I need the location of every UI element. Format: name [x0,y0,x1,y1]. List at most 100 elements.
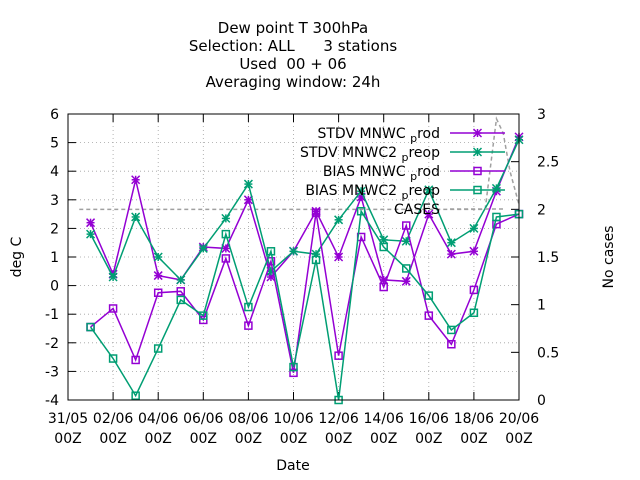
data-point [402,264,411,273]
data-point [446,238,456,248]
data-point [131,212,141,222]
title-line-2: Selection: ALL 3 stations [189,37,397,55]
series-3 [86,208,524,378]
data-point [221,213,231,223]
data-point [153,344,163,353]
data-point [379,242,388,252]
x-tick-label-hour: 00Z [505,431,532,447]
x-tick-label-hour: 00Z [144,431,171,447]
data-point [289,368,298,378]
data-point [469,246,479,256]
data-point [244,321,253,330]
legend-label: BIAS MNWC2 preop [305,183,440,202]
x-tick-label-hour: 00Z [415,431,442,447]
x-tick-label-hour: 00Z [370,431,397,447]
data-point [176,275,186,285]
data-point [176,287,185,296]
y-tick-label: 5 [50,136,59,152]
y-tick-label: -2 [45,336,59,352]
data-point [379,235,389,245]
data-point [243,179,253,189]
data-point [491,183,501,193]
y2-tick-label: 2 [537,202,546,218]
legend-label: STDV MNWC prod [317,126,440,145]
x-axis-label: Date [276,458,309,474]
legend-marker [473,166,482,176]
data-point [86,218,96,228]
y2-tick-label: 1.5 [537,250,559,266]
x-tick-label-date: 20/06 [499,411,539,427]
data-point [334,351,343,360]
y2-tick-label: 0 [537,393,546,409]
data-point [153,252,163,262]
data-point [176,295,185,305]
title-line-3: Used 00 + 06 [239,55,346,73]
legend-label: BIAS MNWC prod [323,164,440,183]
data-point [356,206,366,216]
x-tick-label-date: 14/06 [364,411,404,427]
data-point [244,302,253,312]
x-tick-label-date: 02/06 [93,411,133,427]
data-point [334,215,344,225]
data-point [86,229,96,239]
data-point [131,175,141,185]
data-point [199,311,208,320]
y2-tick-label: 3 [537,107,546,123]
series-layer [79,116,524,405]
y-tick-label: 4 [50,164,59,180]
data-point [311,255,321,265]
x-tick-label-date: 06/06 [183,411,223,427]
data-point [198,243,208,253]
data-point [492,212,501,222]
y-tick-label: 6 [50,107,59,123]
data-point [447,339,456,349]
y-tick-label: 1 [50,250,59,266]
data-point [86,322,95,332]
data-point [131,391,140,400]
x-tick-label-hour: 00Z [460,431,487,447]
y-tick-label: -1 [45,307,59,323]
x-tick-label-hour: 00Z [190,431,217,447]
data-point [469,223,479,233]
y-tick-label: 3 [50,193,59,209]
x-tick-label-date: 31/05 [48,411,88,427]
data-point [334,252,344,262]
x-tick-label-date: 16/06 [409,411,449,427]
x-tick-label-date: 18/06 [454,411,494,427]
y-axis-label: deg C [9,236,25,277]
data-point [266,247,276,256]
title-line-1: Dew point T 300hPa [218,19,368,37]
legend-marker [472,147,483,157]
ticks: -4 -3 -2 -1 0 1 2 3 4 5 6 0 0.5 1 1.5 2 2.5 3 31/05 00Z 02/0… [45,107,559,447]
data-point [153,288,163,297]
x-tick-label-hour: 00Z [54,431,81,447]
data-point [108,304,118,313]
data-point [379,282,388,292]
y-tick-label: 0 [50,279,59,295]
data-point [446,249,456,259]
y2-axis-label: No cases [601,226,617,289]
data-point [221,254,231,263]
data-point [401,276,411,286]
y2-tick-label: 0.5 [537,345,559,361]
x-tick-label-hour: 00Z [99,431,126,447]
series-1 [86,132,524,286]
chart-title: Dew point T 300hPa Selection: ALL 3 stat… [189,19,397,91]
y2-tick-label: 2.5 [537,155,559,171]
y-tick-label: 2 [50,221,59,237]
data-point [288,246,299,256]
data-point [153,271,163,281]
data-point [424,185,434,195]
data-point [424,311,434,320]
title-line-4: Averaging window: 24h [206,73,381,91]
data-point [424,209,434,219]
data-point [402,221,411,230]
cases-line [79,116,520,211]
data-point [131,355,140,365]
data-point [356,186,366,196]
data-point [469,308,479,318]
x-tick-label-date: 10/06 [273,411,313,427]
x-tick-label-hour: 00Z [235,431,262,447]
